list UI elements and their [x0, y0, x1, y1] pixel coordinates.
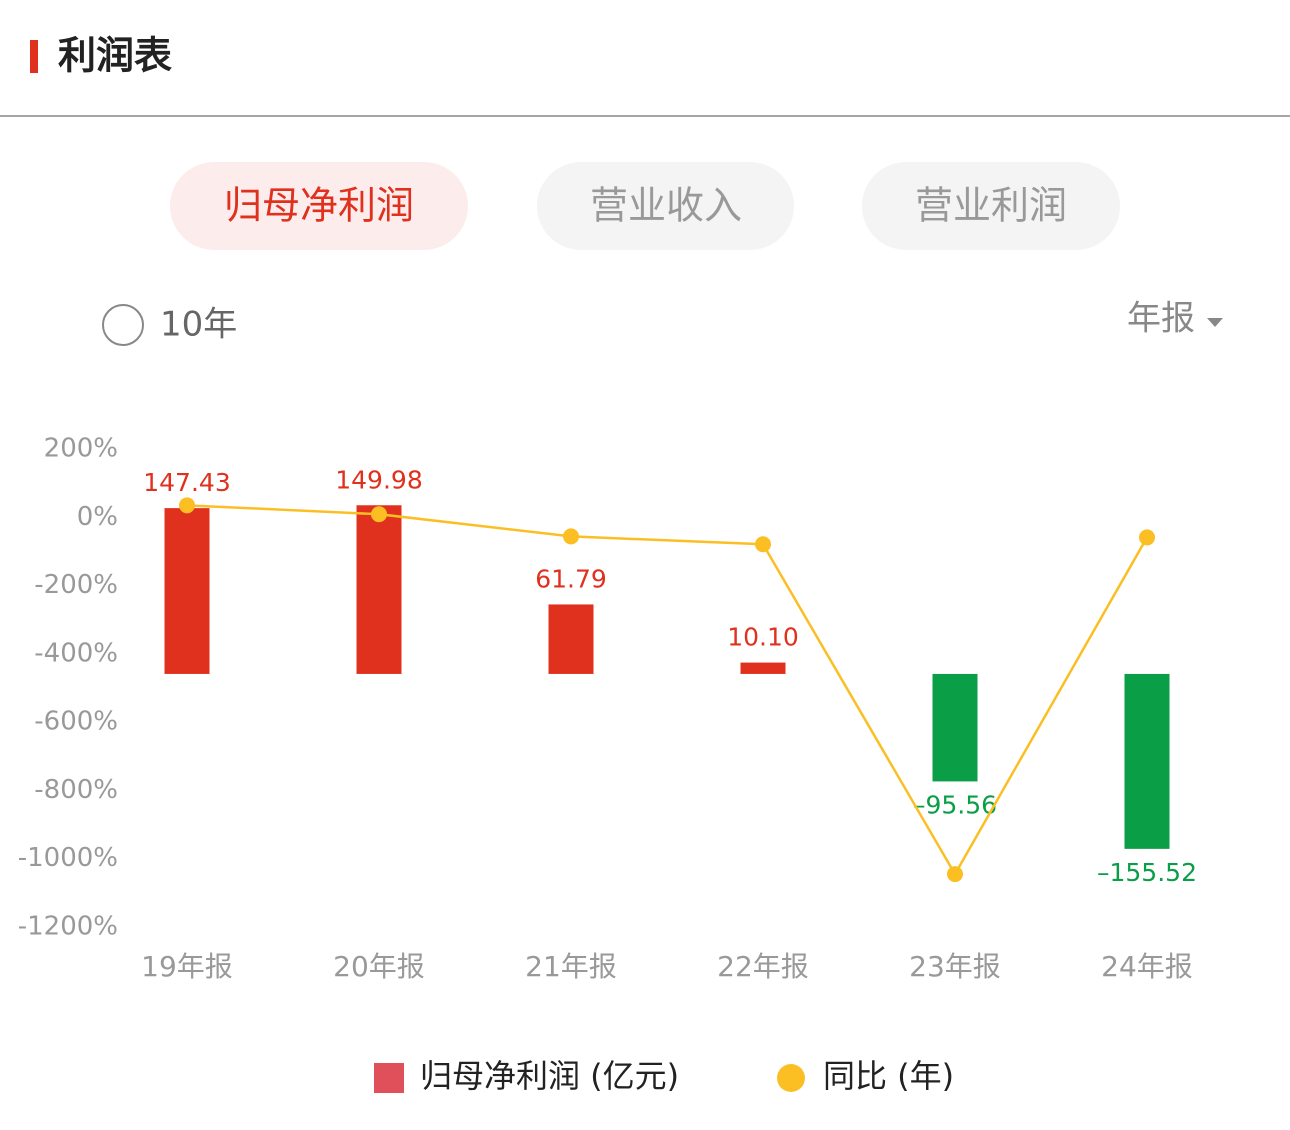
period-select[interactable]: 年报 — [1127, 299, 1195, 339]
bar — [740, 662, 786, 674]
tab-bg[interactable] — [170, 162, 468, 250]
bar — [164, 508, 210, 674]
tab-bg[interactable] — [862, 162, 1120, 250]
y-tick-label: -600% — [34, 707, 118, 737]
tab[interactable]: 归母净利润 — [170, 162, 468, 250]
data-label: 10.10 — [727, 623, 799, 652]
tab[interactable]: 营业收入 — [537, 162, 794, 250]
legend-swatch — [374, 1063, 404, 1093]
x-tick-label: 20年报 — [333, 950, 425, 983]
page-title: 利润表 — [58, 34, 172, 78]
yoy-point — [1139, 529, 1155, 546]
yoy-point — [563, 528, 579, 545]
data-label: –155.52 — [1097, 858, 1197, 887]
x-tick-label: 19年报 — [141, 950, 233, 983]
yoy-point — [179, 497, 195, 514]
legend-swatch — [777, 1064, 805, 1092]
tab-label[interactable]: 营业利润 — [915, 184, 1067, 228]
data-label: –95.56 — [913, 790, 997, 819]
data-label: 147.43 — [143, 468, 230, 497]
bar — [1124, 673, 1170, 849]
y-tick-label: 0% — [77, 502, 118, 532]
dropdown-arrow[interactable] — [1207, 318, 1223, 327]
x-tick-label: 23年报 — [909, 950, 1001, 983]
yoy-point — [947, 866, 963, 883]
y-tick-label: -1200% — [18, 912, 118, 942]
title-accent — [30, 40, 38, 73]
x-tick-label: 24年报 — [1101, 950, 1193, 983]
legend-label: 归母净利润 (亿元) — [420, 1057, 679, 1095]
y-tick-label: -400% — [34, 638, 118, 668]
y-tick-label: -800% — [34, 775, 118, 805]
bar — [548, 604, 594, 674]
radio[interactable] — [102, 304, 144, 346]
tab-label[interactable]: 营业收入 — [590, 184, 742, 228]
bar — [932, 673, 978, 782]
tab-label[interactable]: 归母净利润 — [224, 184, 414, 228]
tab[interactable]: 营业利润 — [862, 162, 1120, 250]
data-label: 61.79 — [535, 564, 607, 593]
bar — [356, 505, 402, 674]
legend-label: 同比 (年) — [823, 1057, 954, 1095]
y-tick-label: -1000% — [18, 843, 118, 873]
yoy-point — [371, 506, 387, 523]
yoy-line — [186, 504, 1149, 877]
y-tick-label: -200% — [34, 570, 118, 600]
yoy-point — [755, 536, 771, 553]
x-tick-label: 22年报 — [717, 950, 809, 983]
data-label: 149.98 — [335, 465, 422, 494]
toggle-label[interactable]: 10年 — [160, 305, 237, 345]
x-tick-label: 21年报 — [525, 950, 617, 983]
y-tick-label: 200% — [44, 434, 118, 464]
tab-bg[interactable] — [537, 162, 794, 250]
